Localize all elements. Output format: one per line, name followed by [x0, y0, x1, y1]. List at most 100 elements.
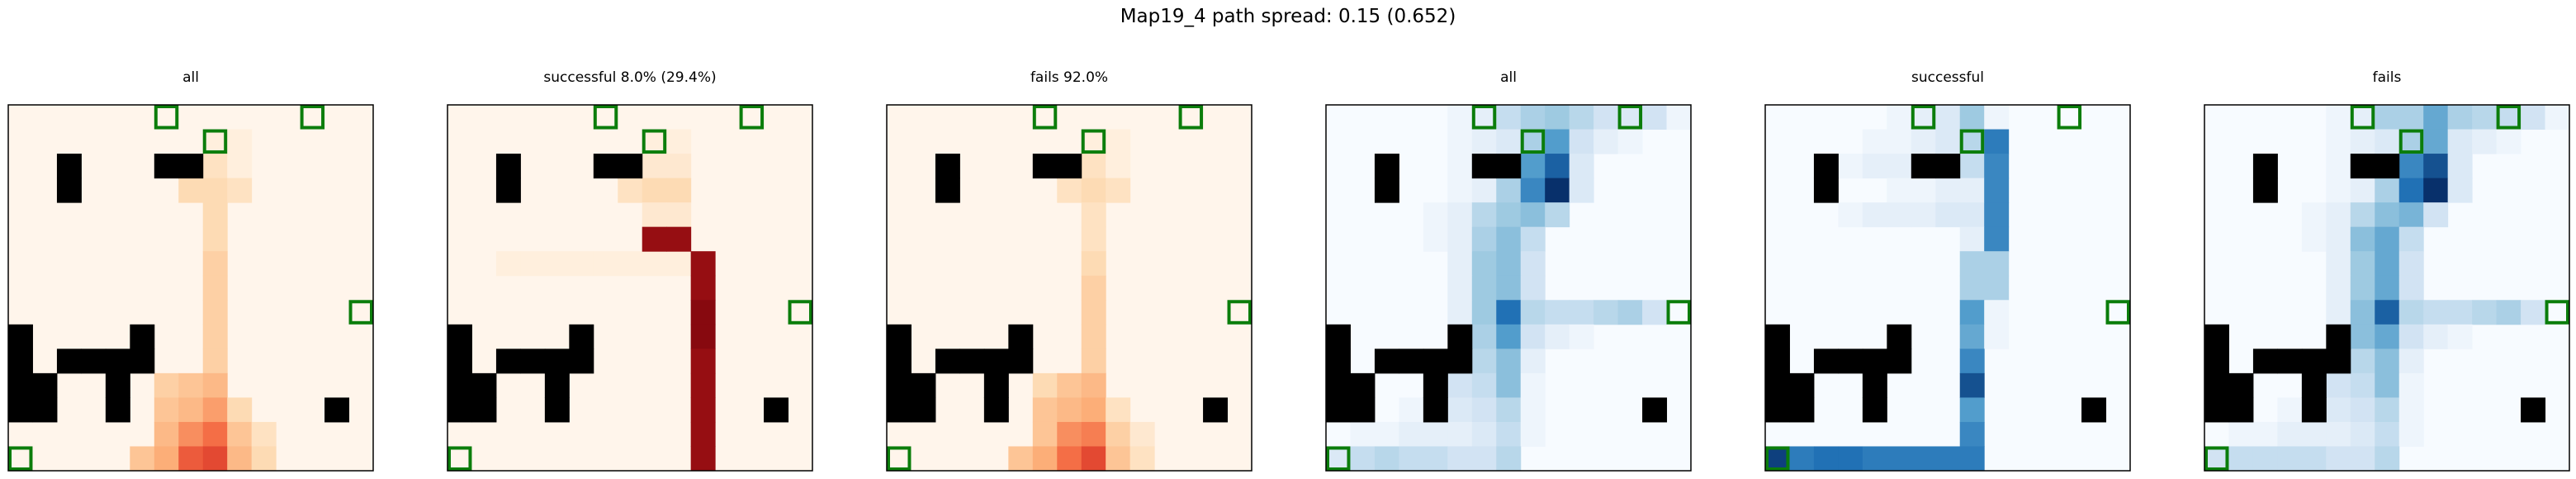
heat-cell [202, 251, 228, 277]
marker-outline [1520, 129, 1546, 154]
heat-cell [1984, 178, 2010, 203]
wall-cell [983, 349, 1009, 374]
wall-cell [154, 154, 179, 179]
heat-cell [1911, 178, 1936, 203]
wall-cell [1008, 349, 1034, 374]
heat-cell [2398, 349, 2424, 374]
wall-cell [618, 154, 643, 179]
heat-cell [690, 349, 716, 374]
heat-cell [2496, 300, 2522, 325]
wall-cell [1471, 154, 1497, 179]
heat-cell [1374, 421, 1399, 447]
heat-cell [690, 324, 716, 349]
marker-outline [887, 446, 912, 472]
heat-cell [1447, 226, 1473, 252]
heat-cell [2326, 275, 2351, 301]
heat-cell [1350, 421, 1376, 447]
heat-cell [1838, 154, 1863, 179]
heat-cell [1911, 446, 1936, 472]
heat-cell [1984, 202, 2010, 228]
marker-outline [593, 105, 618, 130]
heat-cell [1471, 372, 1497, 398]
wall-cell [2521, 397, 2546, 423]
heat-cell [2350, 105, 2375, 130]
heat-cell [1520, 129, 1546, 154]
heat-cell [1081, 446, 1106, 472]
wall-cell [1862, 372, 1887, 398]
heat-cell [1545, 154, 1570, 179]
heat-cell [544, 251, 570, 277]
heat-cell [1471, 446, 1497, 472]
heat-cell [1423, 202, 1448, 228]
marker-outline [2398, 129, 2424, 154]
heat-cell [1959, 202, 1985, 228]
heat-cell [1447, 154, 1473, 179]
marker-outline [1911, 105, 1936, 130]
heat-cell [666, 129, 692, 154]
heat-cell [1399, 421, 1424, 447]
heat-cell [227, 397, 253, 423]
heat-cell [1789, 446, 1815, 472]
wall-cell [1374, 154, 1399, 179]
wall-cell [105, 349, 130, 374]
heat-cell [1887, 202, 1912, 228]
wall-cell [911, 372, 936, 398]
heat-cell [1471, 178, 1497, 203]
heat-cell [130, 446, 155, 472]
heat-cell [2398, 226, 2424, 252]
wall-cell [56, 154, 82, 179]
wall-cell [1642, 397, 1668, 423]
heat-cell [1862, 129, 1887, 154]
wall-cell [495, 178, 521, 203]
wall-cell [2301, 349, 2327, 374]
wall-cell [105, 397, 130, 423]
heat-cell [1081, 226, 1106, 252]
heat-cell [1471, 324, 1497, 349]
heat-cell [1447, 397, 1473, 423]
heat-cell [1496, 446, 1522, 472]
wall-cell [1057, 154, 1082, 179]
heat-cell [2398, 178, 2424, 203]
marker-outline [300, 105, 325, 130]
marker-outline [2496, 105, 2522, 130]
heat-cell [154, 397, 179, 423]
wall-cell [1887, 349, 1912, 374]
heat-cell [2350, 421, 2375, 447]
heat-cell [202, 226, 228, 252]
heat-cell [1520, 154, 1546, 179]
heat-cell [202, 372, 228, 398]
heat-cell [1617, 300, 1643, 325]
heat-cell [1520, 397, 1546, 423]
heat-cell [1106, 129, 1131, 154]
heat-cell [1545, 129, 1570, 154]
wall-cell [1374, 178, 1399, 203]
wall-cell [2350, 154, 2375, 179]
heat-cell [1520, 275, 1546, 301]
heat-cell [2326, 372, 2351, 398]
wall-cell [447, 324, 472, 349]
figure-title: Map19_4 path spread: 0.15 (0.652) [1120, 6, 1456, 27]
heat-cell [1642, 300, 1668, 325]
heat-cell [178, 421, 204, 447]
marker-outline [1178, 105, 1204, 130]
heat-cell [1471, 349, 1497, 374]
wall-cell [32, 372, 58, 398]
wall-cell [887, 372, 912, 398]
wall-cell [471, 397, 497, 423]
wall-cell [8, 397, 33, 423]
heat-cell [154, 421, 179, 447]
heat-cell [1081, 251, 1106, 277]
wall-cell [81, 349, 107, 374]
heat-cell [1496, 324, 1522, 349]
panel-title: all [1500, 69, 1517, 86]
heat-cell [1496, 300, 1522, 325]
wall-cell [8, 372, 33, 398]
heat-cell [2350, 397, 2375, 423]
wall-cell [2204, 397, 2229, 423]
heat-cell [1326, 446, 1351, 472]
heat-cell [1984, 300, 2010, 325]
heat-cell [227, 129, 253, 154]
heat-cell [1081, 178, 1106, 203]
heat-cell [1057, 446, 1082, 472]
heat-cell [2228, 421, 2254, 447]
